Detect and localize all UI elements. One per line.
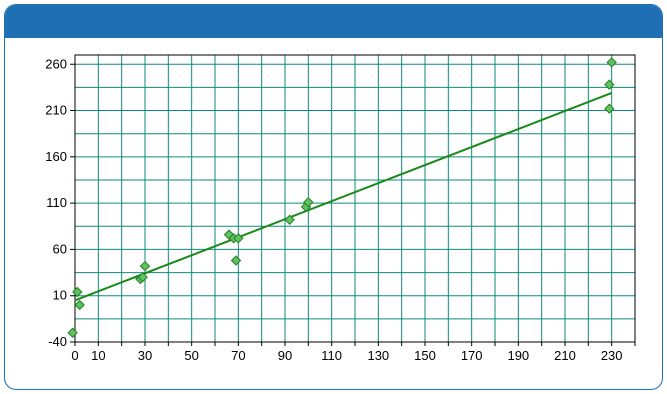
y-tick-label: 210 bbox=[45, 103, 67, 118]
y-tick-label: 110 bbox=[46, 195, 67, 210]
x-tick-label: 10 bbox=[91, 348, 105, 363]
card-header bbox=[5, 5, 662, 38]
data-point bbox=[67, 327, 78, 338]
scatter-chart: -40 10 60 110 160 210 260 0 10 30 50 70 90 110 130 150 1… bbox=[45, 54, 636, 363]
data-point bbox=[604, 79, 615, 90]
x-tick-label: 130 bbox=[367, 348, 389, 363]
chart-card: -40 10 60 110 160 210 260 0 10 30 50 70 90 110 130 150 1… bbox=[4, 4, 663, 390]
x-tick-label: 50 bbox=[184, 348, 198, 363]
x-tick-label: 170 bbox=[461, 348, 483, 363]
data-point bbox=[604, 103, 615, 114]
data-point bbox=[284, 214, 295, 226]
data-point bbox=[74, 299, 85, 311]
y-tick-label: 160 bbox=[45, 149, 67, 164]
data-point bbox=[230, 255, 242, 266]
x-tick-label: 230 bbox=[601, 348, 623, 363]
data-point bbox=[303, 196, 314, 208]
x-tick-label: 90 bbox=[278, 348, 292, 363]
data-point bbox=[233, 233, 244, 244]
grid bbox=[74, 55, 636, 343]
y-tick-label: -40 bbox=[48, 334, 67, 349]
x-tick-label: 150 bbox=[414, 348, 436, 363]
trend-line bbox=[74, 92, 613, 302]
data-point bbox=[606, 57, 617, 68]
x-tick-label: 0 bbox=[71, 348, 78, 363]
y-tick-label: 60 bbox=[53, 241, 67, 256]
x-tick-label: 190 bbox=[507, 348, 529, 363]
y-tick-label: 260 bbox=[45, 56, 67, 71]
data-point bbox=[139, 260, 151, 272]
x-tick-label: 30 bbox=[138, 348, 152, 363]
x-tick-label: 110 bbox=[321, 348, 342, 363]
trend-line-group bbox=[74, 92, 613, 302]
x-tick-label: 70 bbox=[231, 348, 245, 363]
y-tick-label: 10 bbox=[53, 288, 67, 303]
tick-labels: -40 10 60 110 160 210 260 0 10 30 50 70 90 110 130 150 1… bbox=[45, 56, 636, 363]
data-points bbox=[67, 57, 617, 338]
data-point bbox=[72, 286, 83, 298]
data-point bbox=[137, 271, 148, 283]
x-tick-label: 210 bbox=[554, 348, 576, 363]
